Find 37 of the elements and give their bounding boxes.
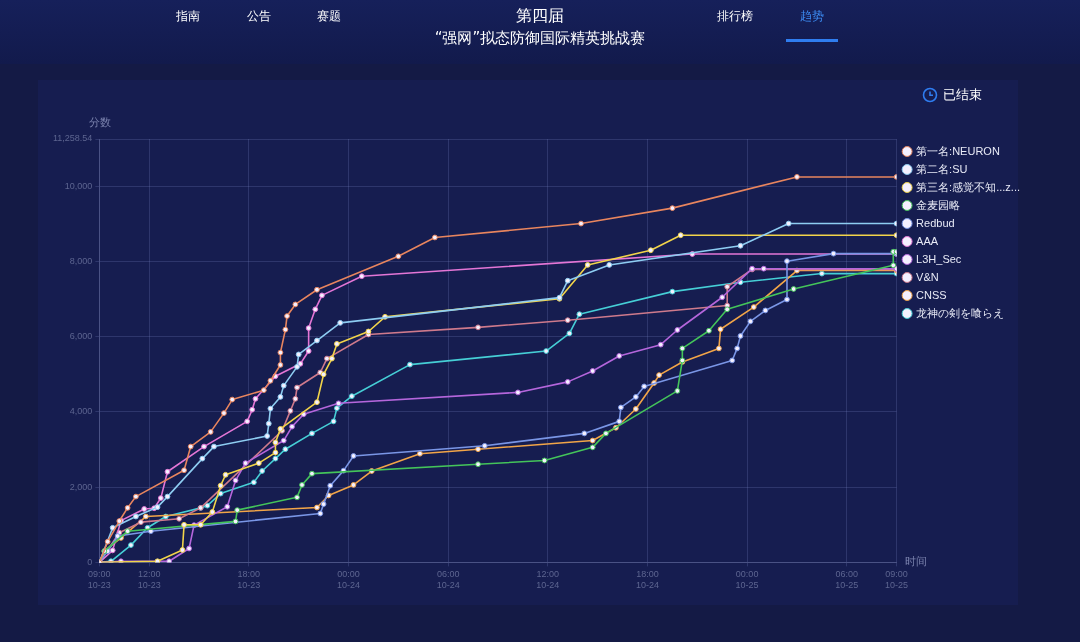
text: 趋势: [786, 8, 838, 42]
x-tick-label: 00:00 10-24: [336, 569, 361, 591]
chart-subtitle: “强网”拟态防御国际精英挑战赛: [433, 29, 647, 48]
x-tick-label: 18:00 10-23: [237, 569, 261, 591]
x-tick-label: 12:00 10-23: [137, 569, 161, 591]
y-tick-label: 6,000: [69, 331, 93, 342]
legend-label: AAA: [916, 234, 939, 247]
legend-label: L3H_Sec: [916, 252, 962, 265]
legend-label: 第三名:感觉不知...z...: [916, 180, 1021, 193]
text: 指南: [176, 8, 200, 25]
legend-title: 已结束: [943, 86, 982, 104]
x-tick-label: 00:00 10-25: [735, 569, 759, 591]
legend-label: 金麦园略: [916, 198, 961, 211]
legend-label: CNSS: [916, 288, 947, 301]
text: 排行榜: [717, 8, 753, 25]
x-tick-label: 06:00 10-25: [835, 569, 859, 591]
legend-label: 龙神の剣を喰らえ: [916, 306, 1005, 319]
y-tick-label: 0: [87, 556, 93, 567]
legend-label: 第一名:NEURON: [916, 144, 1000, 157]
y-tick-label: 10,000: [64, 180, 93, 191]
x-tick-label: 12:00 10-24: [536, 569, 560, 591]
x-tick-label: 09:00 10-25: [885, 569, 909, 591]
legend-label: 第二名:SU: [916, 162, 968, 175]
text: 赛题: [317, 8, 341, 25]
chart-title: 第四届: [516, 6, 564, 25]
legend-label: Redbud: [916, 216, 955, 229]
y-axis-title: 分数: [89, 116, 112, 130]
x-axis-title: 时间: [904, 555, 927, 569]
y-tick-label: 4,000: [69, 406, 93, 417]
y-tick-label: 11,258.54: [53, 133, 93, 144]
y-tick-label: 8,000: [69, 256, 93, 267]
text: 公告: [247, 8, 271, 25]
legend-label: V&N: [916, 270, 939, 283]
x-tick-label: 09:00 10-23: [87, 569, 111, 591]
x-tick-label: 06:00 10-24: [436, 569, 460, 591]
x-tick-label: 18:00 10-24: [635, 569, 659, 591]
y-tick-label: 2,000: [69, 481, 93, 492]
